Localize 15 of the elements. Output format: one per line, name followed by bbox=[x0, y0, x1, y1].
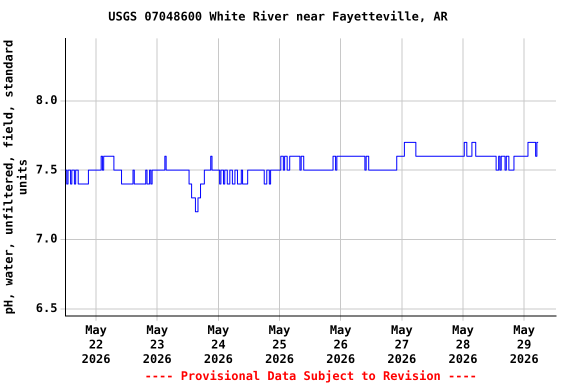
x-tick-label: May 23 2026 bbox=[142, 323, 172, 366]
y-tick-label: 7.5 bbox=[36, 162, 58, 176]
y-tick-label: 8.0 bbox=[36, 92, 58, 107]
y-axis-title: pH, water, unfiltered, field, standard units bbox=[1, 40, 30, 314]
x-tick-label: May 28 2026 bbox=[448, 323, 478, 366]
x-tick-label: May 26 2026 bbox=[326, 323, 356, 366]
chart-title: USGS 07048600 White River near Fayetteville, AR bbox=[108, 9, 449, 24]
x-tick-label: May 27 2026 bbox=[387, 323, 416, 366]
y-tick-label: 7.0 bbox=[36, 232, 58, 246]
x-tick-label: May 22 2026 bbox=[82, 323, 111, 366]
y-tick-label: 6.5 bbox=[36, 300, 58, 315]
text: ---- Provisional Data Subject to Revision ---- bbox=[144, 369, 477, 383]
x-tick-label: May 25 2026 bbox=[265, 323, 294, 366]
x-tick-label: May 24 2026 bbox=[204, 323, 233, 366]
x-tick-label: May 29 2026 bbox=[510, 323, 539, 366]
